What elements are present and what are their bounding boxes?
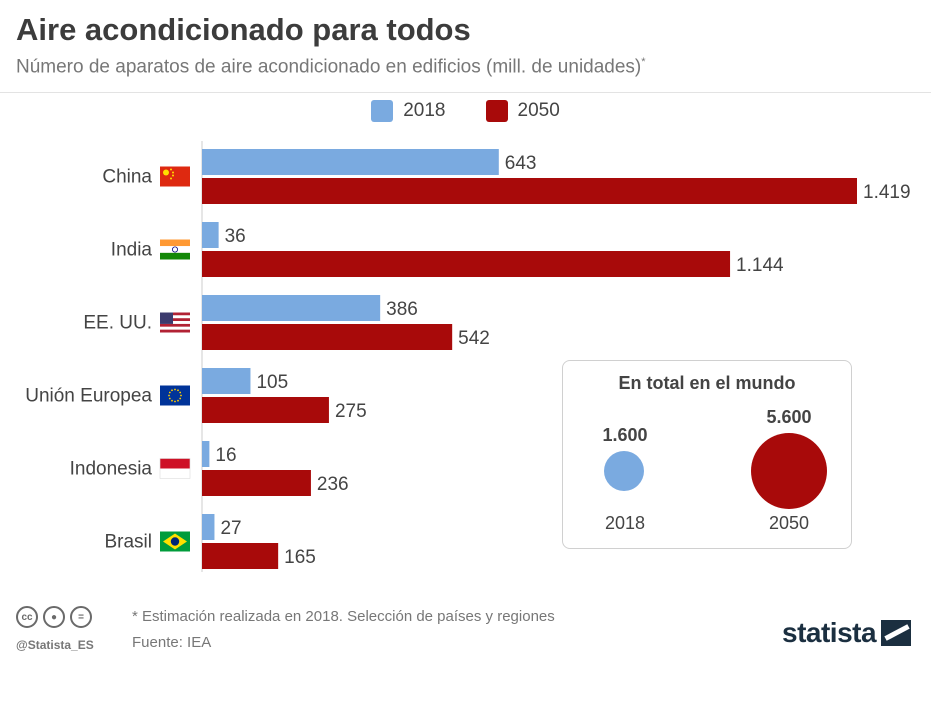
world-total-value-2018: 1.600 (602, 425, 648, 445)
china-flag-icon (160, 166, 190, 187)
social-handle: @Statista_ES (16, 638, 94, 652)
eu-flag-icon (160, 385, 190, 406)
bar-2050 (202, 324, 453, 350)
legend-item-2018: 2018 (371, 100, 446, 122)
world-total-year-2018: 2018 (604, 513, 646, 533)
brazil-flag-icon (160, 531, 190, 552)
bar-2050 (202, 397, 329, 423)
legend-label-2018: 2018 (403, 100, 446, 121)
data-label-2018: 27 (220, 518, 241, 539)
world-total-title: En total en el mundo (618, 373, 796, 393)
bar-2050 (202, 251, 731, 277)
bar-2050 (202, 178, 857, 204)
bar-2018 (202, 295, 381, 321)
data-label-2050: 165 (284, 547, 316, 568)
divider (0, 92, 931, 93)
data-label-2050: 1.144 (736, 255, 784, 276)
bar-2018 (202, 368, 251, 394)
data-label-2018: 105 (256, 372, 288, 393)
legend-swatch-2050 (485, 100, 508, 122)
world-total-circle-2050 (751, 433, 827, 509)
license-icons: cc ● = (16, 606, 92, 628)
world-total-value-2050: 5.600 (766, 407, 812, 427)
category-label: EE. UU. (83, 313, 152, 334)
bar-2018 (202, 149, 499, 175)
data-label-2050: 542 (458, 328, 490, 349)
chart-subtitle: Número de aparatos de aire acondicionado… (16, 56, 646, 78)
category-label: India (111, 240, 153, 261)
world-total-year-2050: 2050 (768, 513, 810, 533)
subtitle-text: Número de aparatos de aire acondicionado… (16, 56, 642, 78)
bar-2050 (202, 470, 311, 496)
data-label-2018: 16 (215, 445, 236, 466)
legend-swatch-2018 (371, 100, 394, 122)
category-label: Unión Europea (25, 386, 152, 407)
world-total-circle-2018 (604, 451, 644, 491)
bar-chart: China 643 1.419 India 36 1.144 EE. UU. 386 542 Un… (25, 141, 911, 572)
statista-logo: statista (782, 617, 912, 649)
data-label-2018: 36 (225, 226, 246, 247)
category-label: China (102, 167, 152, 188)
category-label: Indonesia (70, 459, 153, 480)
indonesia-flag-icon (159, 458, 191, 479)
cc-icon: cc (16, 606, 38, 628)
brand-text: statista (782, 617, 877, 648)
legend: 2018 2050 (0, 100, 931, 122)
bar-2050 (202, 543, 279, 569)
footnote: * Estimación realizada en 2018. Selecció… (132, 608, 555, 625)
data-label-2050: 1.419 (863, 182, 911, 203)
data-label-2050: 236 (317, 474, 349, 495)
legend-item-2050: 2050 (485, 100, 560, 122)
data-label-2018: 386 (386, 299, 418, 320)
no-derivatives-icon: = (70, 606, 92, 628)
chart-title: Aire acondicionado para todos (16, 12, 471, 47)
statista-mark-icon (881, 620, 912, 646)
bar-2018 (202, 514, 215, 540)
usa-flag-icon (160, 312, 190, 333)
world-total-box: En total en el mundo 1.600 2018 5.600 20… (562, 360, 852, 549)
source: Fuente: IEA (132, 634, 212, 651)
india-flag-icon (160, 239, 190, 260)
bar-2018 (202, 222, 219, 248)
attribution-icon: ● (43, 606, 65, 628)
legend-label-2050: 2050 (517, 100, 560, 121)
data-label-2050: 275 (335, 401, 367, 422)
data-label-2018: 643 (505, 153, 537, 174)
category-label: Brasil (104, 532, 152, 553)
subtitle-footnote-mark: * (641, 56, 646, 68)
bar-2018 (202, 441, 210, 467)
